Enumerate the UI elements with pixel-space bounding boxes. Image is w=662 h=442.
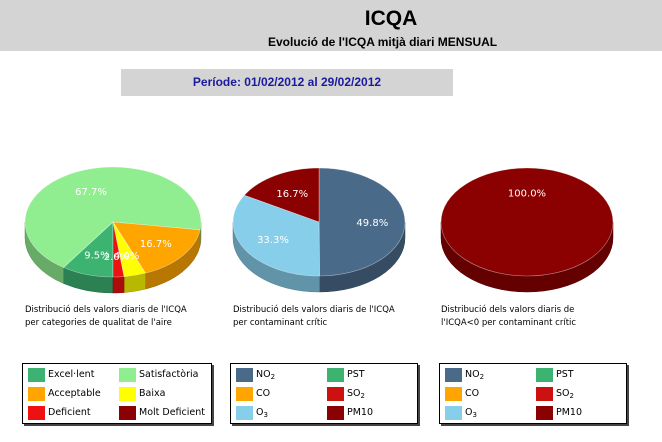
pie-data-label: 33.3% [257, 235, 289, 246]
pie-data-label: 67.7% [75, 187, 107, 198]
pie-data-label: 4.0% [114, 251, 139, 262]
pie-slice [243, 167, 320, 223]
legend-label-text: PM10 [556, 407, 583, 418]
pie-data-label: 16.7% [276, 189, 308, 200]
legend-swatch [536, 406, 553, 420]
caption-line: Distribució dels valors diaris de [441, 305, 575, 315]
legend-label-subscript: 2 [479, 373, 485, 381]
legend-pollutant: NO2 PST CO SO2 O3 PM10 [230, 363, 418, 424]
legend-label: Baixa [139, 388, 166, 399]
legend-swatch [445, 368, 462, 382]
caption-chart-2: Distribució dels valors diaris de l'ICQA… [233, 304, 395, 330]
pie-data-label: 16.7% [140, 239, 172, 250]
legend-label: PM10 [556, 407, 582, 418]
legend-label-subscript: 2 [360, 392, 365, 400]
caption-line: Distribució dels valors diaris de l'ICQA [233, 305, 395, 315]
header-bar: ICQA Evolució de l'ICQA mitjà diari MENS… [0, 0, 662, 51]
legend-swatch [236, 406, 253, 420]
legend-swatch [28, 406, 45, 420]
page-title: ICQA [364, 7, 418, 30]
pie-chart-pollutant-negative: 100.0% [440, 167, 614, 293]
legend-label-text: PM10 [347, 407, 374, 418]
legend-swatch [28, 387, 45, 401]
legend-swatch [536, 387, 553, 401]
legend-label: Deficient [48, 407, 91, 418]
legend-swatch [445, 387, 462, 401]
legend-label: Acceptable [48, 388, 101, 399]
legend-label: O3 [465, 407, 477, 419]
legend-swatch [327, 406, 344, 420]
legend-swatch [536, 368, 553, 382]
legend-quality: Excel·lent Satisfactòria Acceptable Baix… [22, 363, 212, 424]
pie-slice [24, 166, 202, 268]
legend-label: Satisfactòria [139, 369, 199, 380]
legend-label-text: PST [556, 369, 574, 380]
legend-swatch [445, 406, 462, 420]
legend-label: PST [556, 369, 574, 380]
pie-slice [318, 167, 406, 277]
pie-slice [112, 221, 201, 274]
pie-slice [440, 167, 614, 277]
legend-pollutant-negative: NO2 PST CO SO2 O3 PM10 [439, 363, 627, 424]
legend-swatch [327, 387, 344, 401]
pie-chart-quality: 9.5% 67.7% 16.7%4.0%2.0% [24, 166, 202, 294]
caption-chart-3: Distribució dels valors diaris de l'ICQA… [441, 304, 576, 330]
legend-label-subscript: 2 [569, 392, 574, 400]
page-subtitle: Evolució de l'ICQA mitjà diari MENSUAL [268, 35, 498, 49]
period-label: Període: 01/02/2012 al 29/02/2012 [121, 69, 453, 96]
caption-line: per contaminant crític [233, 318, 328, 328]
pie-slice [232, 194, 320, 277]
legend-label: PM10 [347, 407, 373, 418]
legend-label: NO2 [465, 369, 484, 381]
pie-data-label: 49.8% [356, 218, 388, 229]
legend-label: Excel·lent [48, 369, 95, 380]
pie-data-label: 100.0% [508, 188, 546, 199]
legend-label-text: O [256, 407, 264, 418]
legend-label-text: CO [465, 388, 480, 399]
legend-label-subscript: 3 [472, 411, 477, 419]
pie-data-label: 9.5% [84, 251, 109, 262]
legend-label: Molt Deficient [139, 407, 205, 418]
legend-label: CO [256, 388, 270, 399]
pie-chart-pollutant: 49.8% 33.3% 16.7% [232, 167, 406, 293]
caption-line: Distribució dels valors diaris de l'ICQA [25, 305, 187, 315]
legend-label-text: NO [465, 369, 480, 380]
legend-label: PST [347, 369, 365, 380]
legend-label: O3 [256, 407, 268, 419]
legend-label-subscript: 2 [270, 373, 276, 381]
caption-chart-1: Distribució dels valors diaris de l'ICQA… [25, 304, 187, 330]
legend-label: SO2 [556, 388, 574, 400]
legend-label: SO2 [347, 388, 365, 400]
pie-slice [112, 221, 125, 278]
legend-label-text: O [465, 407, 473, 418]
legend-swatch [119, 406, 136, 420]
pie-data-label: 2.0% [104, 252, 129, 263]
legend-swatch [236, 368, 253, 382]
legend-swatch [119, 387, 136, 401]
legend-label-subscript: 3 [263, 411, 268, 419]
legend-label-text: CO [256, 388, 271, 399]
caption-line: per categories de qualitat de l'aire [25, 318, 172, 328]
legend-label-text: PST [347, 369, 365, 380]
legend-swatch [236, 387, 253, 401]
pie-slice-side [112, 276, 125, 294]
legend-label: NO2 [256, 369, 275, 381]
legend-label: CO [465, 388, 479, 399]
legend-swatch [28, 368, 45, 382]
legend-label-text: SO [556, 388, 570, 399]
legend-swatch [327, 368, 344, 382]
legend-label-text: SO [347, 388, 361, 399]
legend-swatch [119, 368, 136, 382]
legend-label-text: NO [256, 369, 271, 380]
caption-line: l'ICQA<0 per contaminant crític [441, 318, 577, 328]
